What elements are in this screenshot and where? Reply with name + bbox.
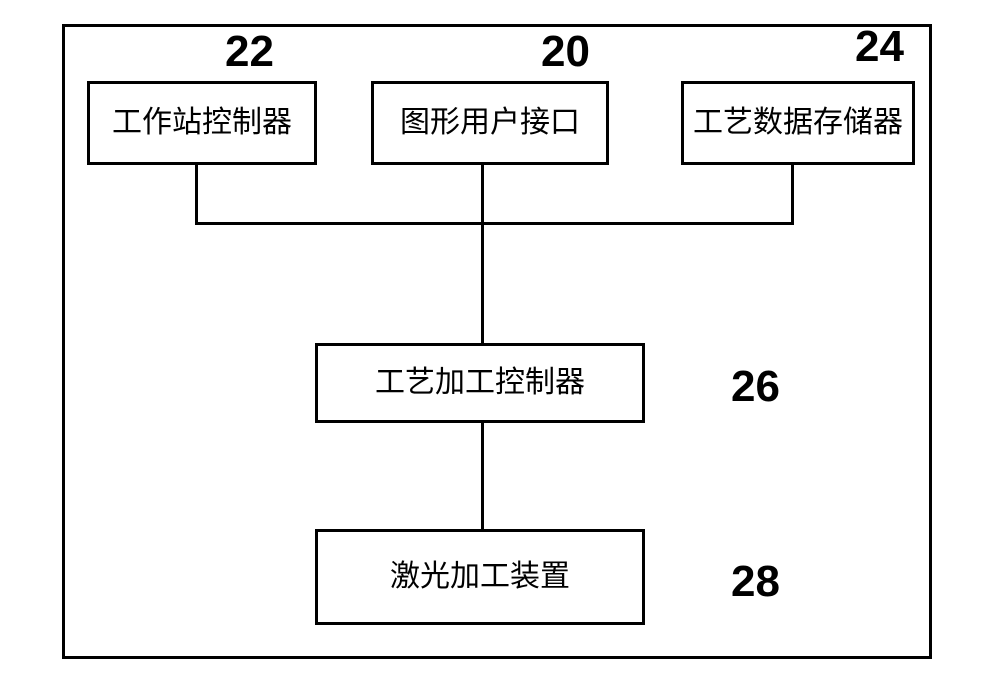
node-workstation-controller: 工作站控制器	[87, 81, 317, 165]
edge	[195, 222, 794, 225]
node-graphical-user-interface: 图形用户接口	[371, 81, 609, 165]
edge	[195, 165, 198, 222]
node-label: 工艺加工控制器	[375, 365, 585, 401]
ref-20: 20	[541, 27, 590, 77]
node-laser-processing-device: 激光加工装置	[315, 529, 645, 625]
ref-26: 26	[731, 362, 780, 412]
node-label: 激光加工装置	[390, 559, 570, 595]
edge	[481, 222, 484, 343]
edge	[481, 165, 484, 222]
edge	[791, 165, 794, 222]
edge	[481, 423, 484, 529]
node-process-data-storage: 工艺数据存储器	[681, 81, 915, 165]
ref-24: 24	[855, 22, 904, 72]
node-label: 工艺数据存储器	[693, 105, 903, 141]
ref-22: 22	[225, 27, 274, 77]
node-process-controller: 工艺加工控制器	[315, 343, 645, 423]
node-label: 工作站控制器	[112, 105, 292, 141]
node-label: 图形用户接口	[400, 105, 580, 141]
ref-28: 28	[731, 557, 780, 607]
diagram-frame: 22 20 24 26 28 工作站控制器 图形用户接口 工艺数据存储器 工艺加…	[62, 24, 932, 659]
